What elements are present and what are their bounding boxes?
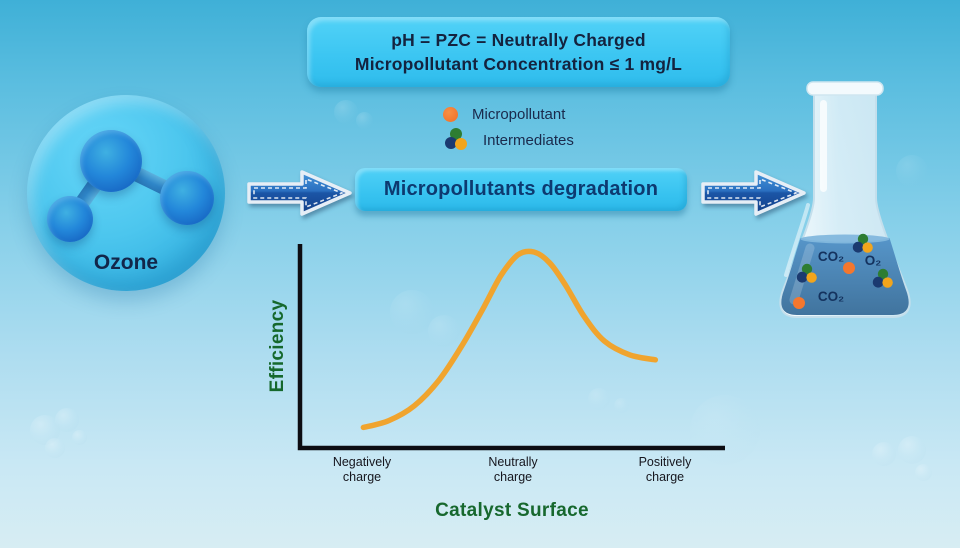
- bubble-decoration: [390, 290, 434, 334]
- liquid-surface: [800, 234, 890, 244]
- neck-highlight: [820, 100, 827, 192]
- intermediate-cluster-icon: [852, 233, 873, 253]
- bubble-decoration: [334, 100, 358, 124]
- micropollutant-dot-icon: [443, 106, 458, 122]
- efficiency-chart: [297, 244, 725, 451]
- y-axis-label: Efficiency: [267, 299, 288, 393]
- process-box: Micropollutants degradation: [355, 168, 687, 211]
- bubble-decoration: [72, 430, 87, 445]
- legend: Micropollutant Intermediates: [443, 101, 663, 153]
- process-box-label: Micropollutants degradation: [383, 178, 659, 200]
- x-tick-positively: Positively charge: [638, 455, 692, 484]
- legend-item-intermediates: Intermediates: [443, 127, 663, 153]
- flask-liquid: [781, 238, 909, 315]
- micropollutant-dot-icon: [793, 297, 805, 309]
- flask-lip: [806, 81, 884, 96]
- bubble-decoration: [872, 442, 896, 466]
- flow-arrow-left-icon: [247, 170, 352, 216]
- bubble-decoration: [896, 155, 928, 187]
- ozone-molecule: Ozone: [27, 95, 225, 291]
- banner-line1: pH = PZC = Neutrally Charged: [391, 29, 646, 50]
- body-highlight: [784, 203, 810, 277]
- ozone-atom: [160, 171, 214, 225]
- x-axis-label: Catalyst Surface: [435, 500, 589, 521]
- bubble-decoration: [690, 395, 760, 465]
- bubble-decoration: [428, 315, 460, 347]
- banner-line2: Micropollutant Concentration ≤ 1 mg/L: [354, 53, 683, 74]
- x-tick-negatively: Negatively charge: [332, 455, 392, 484]
- bubble-decoration: [588, 388, 610, 410]
- efficiency-curve: [360, 248, 659, 431]
- legend-label: Intermediates: [483, 131, 574, 149]
- intermediates-cluster-icon: [443, 127, 469, 153]
- bubble-decoration: [614, 398, 629, 413]
- legend-label: Micropollutant: [472, 105, 566, 123]
- ozone-label: Ozone: [93, 251, 159, 274]
- bubble-decoration: [30, 415, 60, 445]
- legend-item-micropollutant: Micropollutant: [443, 101, 663, 127]
- bubble-decoration: [898, 436, 926, 464]
- x-tick-neutrally: Neutrally charge: [488, 455, 538, 484]
- intermediate-cluster-icon: [872, 268, 893, 288]
- flow-arrow-right-icon: [701, 170, 806, 216]
- o2-label: O₂: [865, 253, 882, 268]
- intermediate-cluster-icon: [796, 263, 817, 283]
- ozone-atom: [47, 196, 93, 242]
- erlenmeyer-flask: CO₂ O₂ CO₂: [779, 81, 911, 318]
- bubble-decoration: [356, 112, 373, 129]
- chart-axes: [297, 244, 725, 451]
- ozone-atom: [80, 130, 142, 192]
- micropollutant-dot-icon: [843, 262, 855, 274]
- co2-label: CO₂: [818, 249, 844, 264]
- bubble-decoration: [55, 408, 79, 432]
- co2-label: CO₂: [818, 289, 844, 304]
- bubble-decoration: [915, 464, 932, 481]
- bubble-decoration: [45, 438, 65, 458]
- condition-banner: pH = PZC = Neutrally Charged Micropollut…: [307, 17, 730, 87]
